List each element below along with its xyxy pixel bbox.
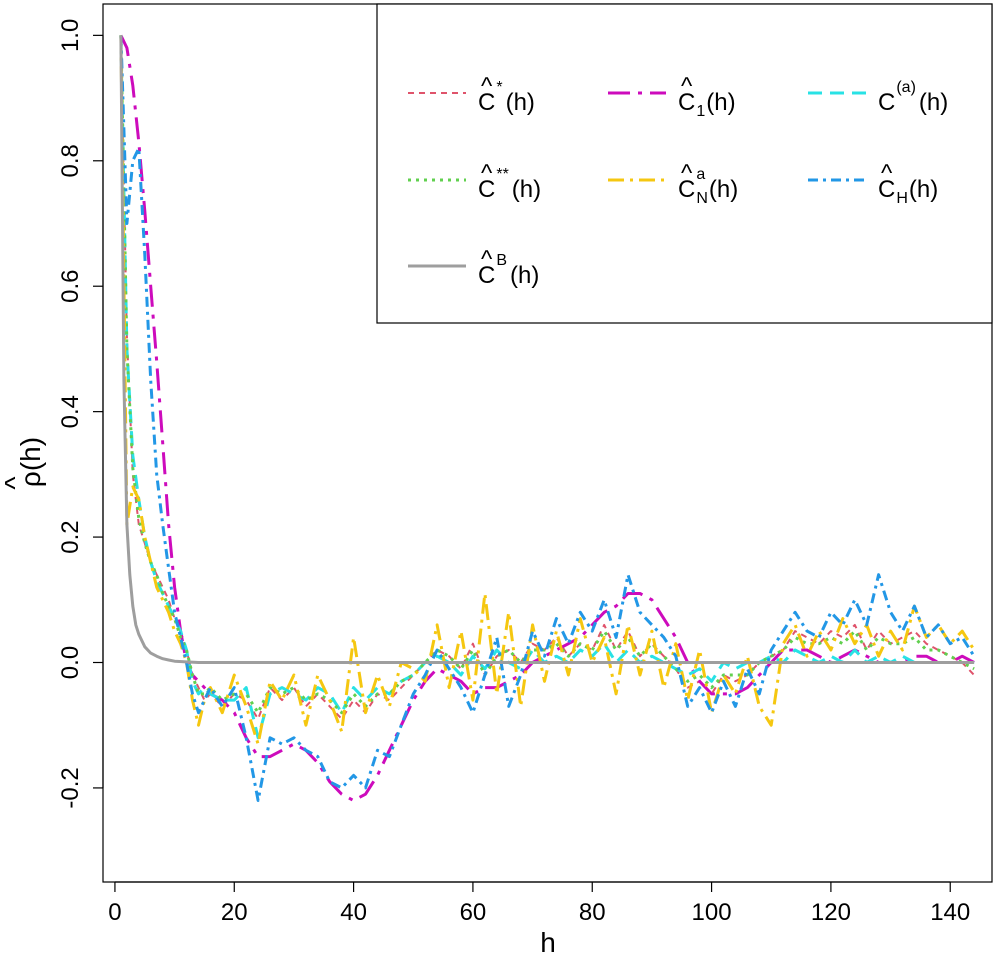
legend-label-tail: (h) — [510, 262, 539, 289]
legend-label-tail: (h) — [909, 176, 938, 203]
legend-label-c_b: C^ B(h) — [478, 246, 539, 289]
x-tick-label: 40 — [340, 899, 367, 926]
legend-label-c_dstar: C^ **(h) — [478, 160, 541, 203]
x-axis: 0 20 40 60 80 100 120 140 — [108, 881, 970, 926]
x-tick-label: 140 — [930, 899, 970, 926]
x-tick-label: 100 — [692, 899, 732, 926]
legend-label-hat: ^ — [681, 160, 693, 187]
legend-label-sup: (a) — [896, 79, 916, 96]
x-tick-label: 20 — [221, 899, 248, 926]
y-tick-label: 1.0 — [57, 19, 84, 52]
legend-label-sub: 1 — [696, 103, 705, 120]
legend-label-base: C — [878, 89, 895, 116]
x-tick-label: 0 — [108, 899, 121, 926]
legend-label-sup: * — [496, 79, 502, 96]
legend-label-base: C — [878, 176, 895, 203]
y-axis-title: ρ(h) ^ — [0, 437, 46, 490]
legend-label-sup: ** — [496, 166, 508, 183]
series-line-c_one — [119, 34, 975, 802]
legend-label-tail: (h) — [709, 176, 738, 203]
legend-label-hat: ^ — [481, 246, 493, 273]
legend-label-c_na: C^Na(h) — [678, 160, 738, 207]
legend-box — [376, 3, 993, 324]
y-tick-label: 0.4 — [57, 395, 84, 428]
y-axis-title-text: ρ(h) — [15, 437, 46, 487]
x-tick-label: 120 — [811, 899, 851, 926]
legend-label-base: C — [478, 89, 495, 116]
y-tick-label: 0.0 — [57, 646, 84, 679]
y-tick-label: 0.6 — [57, 270, 84, 303]
legend-label-tail: (h) — [706, 89, 735, 116]
legend-label-sub: H — [896, 190, 908, 207]
legend-label-base: C — [478, 262, 495, 289]
legend-label-sup: B — [496, 252, 507, 269]
series-layer — [119, 34, 976, 802]
legend-label-c_one: C^1 (h) — [678, 73, 736, 120]
legend-label-base: C — [678, 176, 695, 203]
legend-label-tail: (h) — [919, 89, 948, 116]
series-line-c_na — [119, 35, 976, 746]
x-tick-label: 80 — [579, 899, 606, 926]
legend-label-hat: ^ — [481, 73, 493, 100]
y-axis: -0.2 0.0 0.2 0.4 0.6 0.8 1.0 — [57, 19, 104, 809]
y-tick-label: 0.8 — [57, 144, 84, 177]
y-axis-title-hat: ^ — [0, 476, 30, 489]
legend-label-c_a: C(a)(h) — [878, 79, 948, 116]
y-tick-label: -0.2 — [57, 767, 84, 808]
x-tick-label: 60 — [460, 899, 487, 926]
y-tick-label: 0.2 — [57, 520, 84, 553]
legend-label-c_star: C^ *(h) — [478, 73, 535, 116]
legend-label-c_h: C^H (h) — [878, 160, 938, 207]
legend-label-tail: (h) — [506, 89, 535, 116]
series-line-c_b — [119, 35, 975, 664]
legend-label-base: C — [678, 89, 695, 116]
legend-label-tail: (h) — [512, 176, 541, 203]
series-line-c_h — [119, 35, 976, 802]
legend-label-hat: ^ — [481, 160, 493, 187]
legend-label-sub: N — [696, 190, 708, 207]
legend-label-sup: a — [696, 166, 705, 183]
legend-label-hat: ^ — [681, 73, 693, 100]
legend-label-hat: ^ — [881, 160, 893, 187]
x-axis-title: h — [540, 927, 556, 958]
legend: C^ *(h) C^1 (h) C(a)(h)C^ **(h) C^Na(h) C^H (h)C… — [376, 3, 993, 324]
legend-label-base: C — [478, 176, 495, 203]
